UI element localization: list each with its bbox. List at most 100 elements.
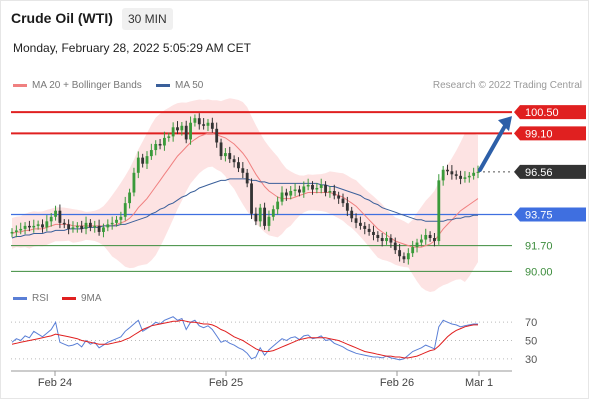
candle-body [476,171,480,173]
candle-body [62,222,66,225]
legend-ma50: MA 50 [156,80,203,91]
candle-body [23,225,27,229]
rsi-tick-50: 50 [525,336,537,348]
candle-body [298,189,301,193]
candle-body [459,175,462,179]
instrument-title: Crude Oil (WTI) [11,10,113,26]
level-tag-96.56 [514,164,586,179]
candle-body [158,143,162,146]
candle-body [210,122,214,129]
candle-body [284,192,288,196]
candle-body [267,216,271,226]
candle-body [332,191,336,196]
candle-body [180,125,184,131]
candle-body [106,224,110,228]
candle-body [276,201,280,210]
candle-body [358,222,362,226]
candle-body [206,122,210,126]
candle-body [250,183,253,214]
candle-body [184,125,188,140]
candle-body [385,238,388,242]
candle-body [80,225,84,229]
copyright-label: Research © 2022 Trading Central [432,80,582,91]
candle-body [202,124,206,126]
candle-body [306,184,310,187]
candle-body [41,224,44,228]
level-tag-99.10 [514,126,586,141]
candle-body [219,142,223,157]
candle-body [280,192,284,202]
x-tick-feb-26: Feb 26 [380,377,414,389]
legend-ma50-swatch [156,83,170,87]
candle-body [171,127,175,137]
candle-body [463,177,467,179]
candle-body [237,162,240,169]
candle-body [450,171,454,175]
candle-body [472,172,476,176]
candle-body [115,219,118,223]
legend-9ma-swatch [62,296,76,300]
candle-body [75,225,79,228]
candle-body [258,207,262,222]
candle-body [341,198,345,204]
forecast-arrow-shaft [478,122,508,172]
candle-body [311,184,314,190]
legend-rsi-label: RSI [32,293,49,304]
x-tick-mar-1: Mar 1 [465,377,493,389]
candle-body [328,191,332,193]
candle-body [67,224,71,229]
legend-bollinger-label: MA 20 + Bollinger Bands [32,80,142,91]
timeframe-badge[interactable]: 30 MIN [122,8,173,30]
candle-body [128,192,132,204]
candle-body [167,136,171,138]
candle-body [45,221,49,228]
candle-body [254,213,258,222]
candle-body [376,234,380,239]
level-label-91.70: 91.70 [525,241,553,253]
candle-body [467,175,471,178]
level-label-96.56: 96.56 [525,167,553,179]
candle-body [193,118,197,123]
candle-body [454,174,458,176]
candle-body [110,222,114,225]
x-tick-feb-24: Feb 24 [38,377,72,389]
candle-body [154,143,158,151]
datetime-label: Monday, February 28, 2022 5:05:29 AM CET [13,41,251,55]
candle-body [245,172,249,184]
candle-body [424,234,428,240]
candle-body [71,227,75,229]
candle-body [363,225,367,229]
candle-body [350,210,354,219]
candle-body [241,168,245,173]
candle-body [93,225,97,228]
candle-body [97,225,101,232]
candle-body [389,238,393,243]
candle-body [228,153,232,160]
forecast-arrow-head [498,116,512,132]
candle-body [232,159,236,163]
candle-body [136,157,140,173]
level-label-100.50: 100.50 [525,107,559,119]
candle-body [19,228,23,231]
legend-rsi-swatch [13,296,27,300]
candle-body [437,180,441,242]
candle-body [380,238,384,242]
candle-body [28,225,31,228]
candle-body [84,222,88,229]
candle-body [197,118,201,125]
candle-body [428,234,432,239]
candle-body [102,227,105,232]
candle-body [32,225,36,228]
candle-body [215,128,219,143]
legend-bollinger: MA 20 + Bollinger Bands [13,80,142,91]
candle-body [345,203,349,211]
candle-body [411,247,415,254]
level-label-90.00: 90.00 [525,266,553,278]
candle-body [315,187,319,190]
candle-body [406,253,410,260]
candle-body [149,150,153,157]
rsi-line [11,316,478,361]
legend-9ma: 9MA [62,293,102,304]
candle-body [176,127,179,131]
